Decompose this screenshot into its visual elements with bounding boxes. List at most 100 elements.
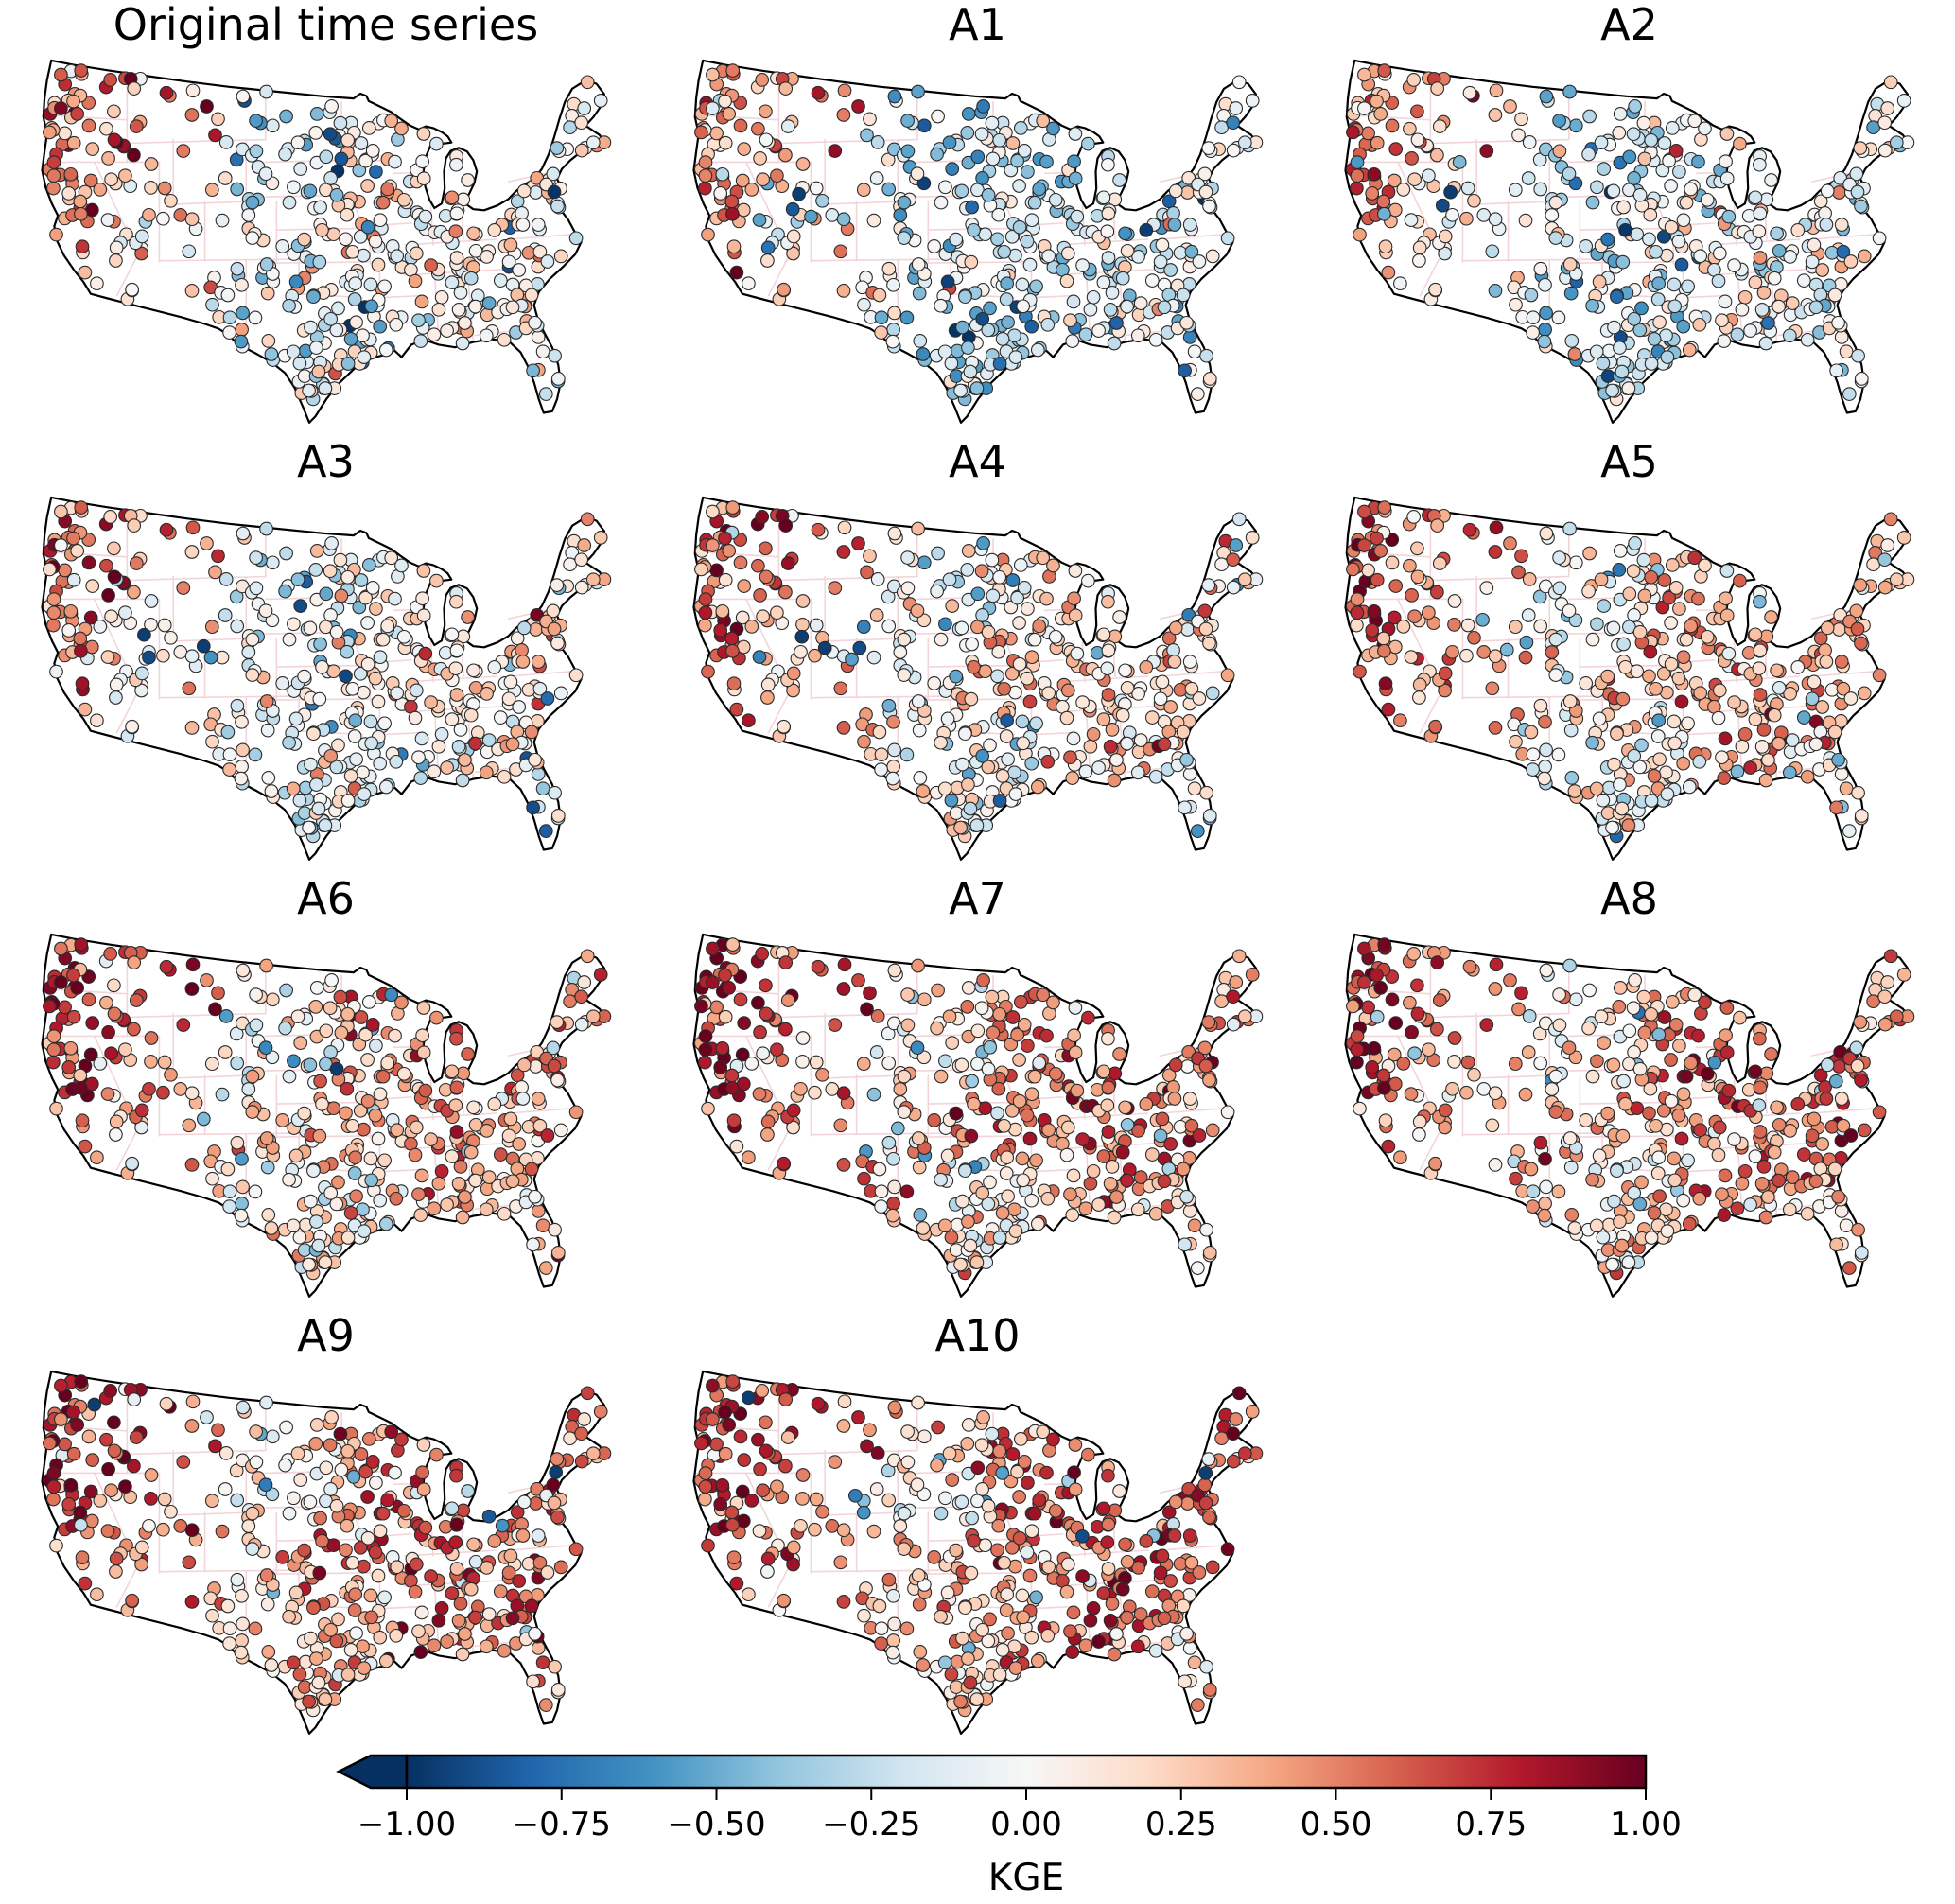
station-dot (449, 157, 463, 172)
station-dot (260, 1597, 275, 1612)
station-dot (1432, 556, 1447, 570)
station-dot (222, 325, 236, 340)
station-dot (58, 126, 72, 141)
station-dot (220, 1598, 236, 1614)
station-dot (1753, 643, 1768, 658)
station-dot (1115, 271, 1130, 286)
station-dot (1070, 209, 1085, 224)
us-map-a4 (692, 496, 1264, 861)
station-dot (1476, 645, 1492, 659)
station-dot (264, 1658, 279, 1672)
station-dot (837, 957, 852, 972)
station-dot (431, 302, 446, 317)
station-dot (347, 1166, 362, 1180)
station-dot (1459, 648, 1474, 663)
station-dot (333, 552, 348, 568)
station-dot (1657, 573, 1672, 587)
station-dot (760, 690, 775, 705)
station-dot (279, 1420, 293, 1435)
station-dot (958, 289, 972, 305)
station-dot (409, 683, 424, 698)
station-dot (1636, 552, 1651, 568)
station-dot-outlier (1519, 635, 1534, 650)
station-dot (1796, 710, 1811, 725)
station-dot (505, 300, 520, 315)
station-dot (1664, 1093, 1679, 1109)
station-dot (58, 1000, 72, 1015)
station-dot (1767, 707, 1782, 723)
station-dot (1060, 246, 1075, 261)
station-dot (916, 992, 932, 1007)
station-dot (1075, 1132, 1090, 1146)
station-dot (324, 973, 339, 987)
station-dot (173, 1082, 188, 1096)
station-dot (1600, 1106, 1615, 1121)
station-dot (1015, 714, 1030, 729)
station-dot (912, 1160, 927, 1175)
station-dot (363, 1151, 378, 1166)
station-dot (934, 298, 948, 313)
station-dot (1096, 190, 1111, 205)
station-dot (1632, 1061, 1648, 1076)
station-dot (1118, 663, 1132, 678)
station-dot (1783, 250, 1797, 264)
station-dot (550, 199, 565, 214)
station-dot (1563, 1160, 1579, 1175)
station-dot (1139, 1097, 1154, 1111)
station-dot (1168, 1057, 1183, 1073)
station-dot (357, 350, 372, 364)
station-dot (1024, 1193, 1039, 1208)
station-dot (311, 801, 326, 816)
station-dot (118, 605, 132, 620)
station-dot (360, 219, 375, 235)
station-dot (1226, 989, 1241, 1004)
station-dot (1850, 184, 1865, 200)
station-dot (259, 1395, 273, 1410)
station-dot (449, 206, 464, 221)
station-dot (916, 613, 932, 628)
station-dot (1107, 336, 1122, 351)
station-dot (981, 187, 996, 202)
station-dot (1533, 261, 1548, 276)
station-dot (1610, 1163, 1624, 1179)
station-dot-outlier (785, 201, 800, 217)
station-dot (1854, 372, 1869, 386)
station-dot (585, 1009, 601, 1024)
station-dot (985, 552, 1000, 568)
station-dot (1616, 200, 1631, 215)
station-dot (85, 1016, 100, 1030)
station-dot (1790, 223, 1806, 237)
station-dot (1192, 1128, 1207, 1143)
station-dot (312, 1128, 327, 1144)
station-dot (185, 957, 201, 972)
station-dot (1115, 1144, 1130, 1160)
station-dot (934, 1172, 948, 1187)
station-dot (1889, 135, 1904, 150)
station-dot (1808, 1174, 1824, 1189)
station-dot (466, 663, 480, 678)
station-dot (1800, 769, 1815, 784)
station-dot (1627, 311, 1642, 326)
station-dot (548, 1659, 562, 1674)
station-dot (524, 1162, 539, 1177)
station-dot (1024, 213, 1039, 228)
station-dot (208, 128, 222, 143)
station-dot (593, 94, 608, 108)
station-dot (1068, 564, 1083, 578)
station-dot (1805, 1128, 1820, 1144)
station-dot (1068, 127, 1083, 141)
panel-title-a1: A1 (949, 0, 1006, 50)
station-dot (1615, 801, 1630, 816)
station-dot (725, 206, 740, 221)
station-dot (1488, 108, 1503, 122)
station-dot-outlier (1707, 1055, 1722, 1070)
station-dot (1201, 141, 1216, 155)
station-dot (515, 218, 531, 232)
station-dot (449, 1031, 463, 1046)
station-dot (259, 694, 274, 708)
station-dot (755, 947, 770, 961)
station-dot (144, 1492, 158, 1506)
station-dot (1659, 765, 1673, 780)
station-dot (718, 531, 732, 546)
station-dot (449, 1125, 464, 1139)
